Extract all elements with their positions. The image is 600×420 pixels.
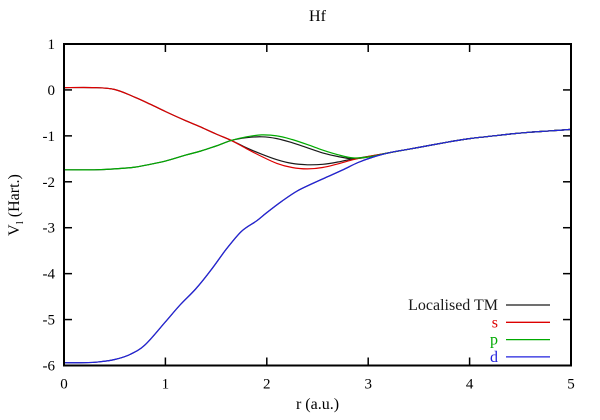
legend-label: s bbox=[492, 314, 498, 331]
x-tick-label: 3 bbox=[364, 377, 372, 393]
legend-entry-d: d bbox=[490, 349, 550, 366]
tick-labels: 0 1 2 3 4 5 1 0 -1 -2 -3 -4 -5 -6 bbox=[43, 37, 575, 393]
y-tick-label: -1 bbox=[43, 129, 56, 145]
legend-entry-s: s bbox=[492, 314, 550, 331]
chart-title: Hf bbox=[309, 8, 326, 25]
curve-d bbox=[63, 128, 572, 364]
x-axis-label: r (a.u.) bbox=[295, 396, 340, 413]
y-axis-label-subscript: l bbox=[14, 221, 27, 225]
y-axis-label-units: (Hart.) bbox=[5, 174, 23, 222]
y-axis-label-symbol: V bbox=[5, 224, 23, 236]
x-tick-label: 5 bbox=[567, 377, 575, 393]
legend-label: d bbox=[490, 349, 498, 366]
y-tick-label: -3 bbox=[43, 221, 56, 237]
legend-entry-localised-tm: Localised TM bbox=[408, 297, 550, 314]
y-tick-label: -4 bbox=[43, 267, 56, 283]
legend-label: p bbox=[490, 332, 498, 349]
y-tick-label: 1 bbox=[48, 37, 56, 53]
x-tick-label: 1 bbox=[162, 377, 170, 393]
plot-border bbox=[63, 43, 572, 367]
legend-entry-p: p bbox=[490, 332, 550, 349]
curve-s bbox=[63, 86, 572, 170]
y-tick-label: -2 bbox=[43, 175, 56, 191]
legend-label: Localised TM bbox=[408, 297, 498, 314]
y-tick-label: -5 bbox=[43, 313, 56, 329]
y-tick-label: -6 bbox=[43, 359, 56, 375]
curves-layer bbox=[63, 86, 572, 364]
y-tick-label: 0 bbox=[48, 83, 56, 99]
y-axis-label: Vl (Hart.) bbox=[6, 174, 26, 236]
x-tick-label: 4 bbox=[466, 377, 474, 393]
x-tick-label: 2 bbox=[263, 377, 271, 393]
x-tick-label: 0 bbox=[60, 377, 68, 393]
